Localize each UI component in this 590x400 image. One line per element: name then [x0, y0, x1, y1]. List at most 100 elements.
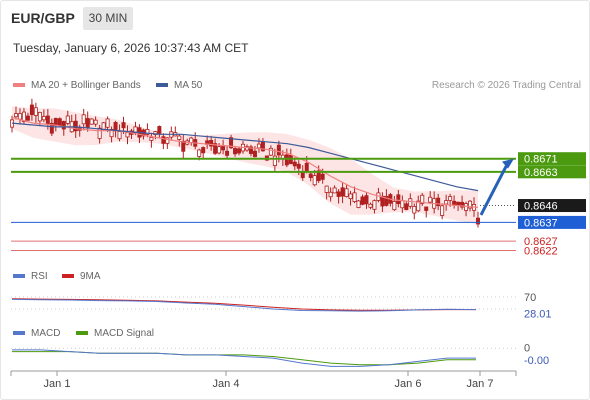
candle-body	[157, 126, 162, 134]
candle-body	[256, 143, 261, 149]
candle-body	[125, 132, 130, 138]
level-label: 0.8627	[524, 236, 558, 248]
candle-body	[177, 135, 182, 140]
candle-body	[97, 127, 102, 139]
ma20-swatch	[13, 83, 25, 88]
level-label-box	[518, 199, 586, 213]
candle-body	[424, 206, 429, 211]
candle-body	[237, 148, 242, 154]
candle-body	[17, 113, 22, 120]
candle-body	[344, 188, 349, 197]
candle-body	[197, 149, 202, 157]
candle-body	[121, 122, 126, 129]
ma20-label: MA 20 + Bollinger Bands	[31, 80, 141, 91]
candle-body	[400, 200, 405, 209]
candle-body	[436, 197, 441, 207]
candle-body	[109, 128, 114, 138]
candle-body	[320, 173, 325, 180]
candle-body	[113, 122, 118, 132]
candle-body	[396, 194, 401, 205]
candle-body	[340, 187, 345, 197]
candle-body	[153, 131, 158, 135]
candle-body	[312, 175, 317, 186]
level-label: 0.8622	[524, 246, 558, 258]
rsi-label: RSI	[31, 271, 48, 282]
legend-rsi: RSI	[13, 271, 48, 282]
legend-rsi-ma: 9MA	[62, 271, 101, 282]
projection-arrowhead	[502, 158, 514, 169]
candle-body	[244, 146, 249, 151]
level-label-box	[518, 165, 586, 179]
ma20-line	[11, 116, 479, 208]
candle-body	[45, 115, 50, 125]
timeframe-button[interactable]: 30 MIN	[83, 7, 133, 30]
macd-label: MACD	[31, 328, 61, 339]
candle-body	[41, 116, 46, 121]
candle-body	[296, 163, 301, 169]
credit-label: Research © 2026 Trading Central	[431, 80, 581, 91]
candle-body	[57, 118, 62, 126]
x-tick-label: Jan 6	[395, 378, 422, 390]
candle-body	[475, 217, 480, 225]
symbol-title: EUR/GBP	[11, 10, 75, 26]
rsi-ma-swatch	[62, 274, 74, 279]
candle-body	[324, 185, 329, 193]
level-label: 0.8637	[524, 217, 558, 229]
candle-body	[460, 201, 465, 208]
x-tick-label: Jan 7	[467, 378, 494, 390]
candle-body	[149, 137, 154, 141]
candle-body	[444, 200, 449, 205]
rsi-swatch	[13, 274, 25, 279]
candle-body	[252, 150, 257, 158]
candle-body	[25, 115, 30, 121]
candle-body	[380, 195, 385, 207]
candle-body	[117, 131, 122, 140]
candle-body	[248, 146, 253, 154]
candle-body	[217, 146, 222, 154]
candle-body	[456, 201, 461, 206]
candle-body	[93, 119, 98, 125]
candle-body	[304, 162, 309, 173]
candle-body	[420, 194, 425, 204]
candle-body	[13, 113, 18, 118]
candle-body	[105, 118, 110, 128]
candle-body	[276, 144, 281, 156]
candle-body	[364, 195, 369, 205]
candle-body	[272, 155, 277, 167]
rsi-ma-label: 9MA	[80, 271, 101, 282]
candle-body	[49, 122, 54, 134]
legend-ma50: MA 50	[156, 80, 202, 91]
candle-body	[233, 148, 238, 155]
candle-body	[352, 192, 357, 202]
x-tick-label: Jan 1	[44, 378, 71, 390]
candle-body	[284, 154, 289, 166]
candle-body	[392, 201, 397, 211]
level-label-box	[518, 152, 586, 166]
legend-macd-signal: MACD Signal	[76, 328, 154, 339]
ma50-swatch	[156, 83, 168, 88]
candle-body	[360, 196, 365, 205]
candle-body	[29, 104, 34, 116]
candle-body	[189, 137, 194, 143]
candle-body	[268, 147, 273, 156]
candle-body	[85, 118, 90, 129]
candle-body	[213, 143, 218, 154]
rsi-value-label: 28.01	[524, 309, 552, 321]
candle-body	[408, 198, 413, 207]
candle-body	[145, 129, 150, 135]
legend-macd: MACD	[13, 328, 60, 339]
candle-body	[448, 196, 453, 201]
macd-zero-label: 0	[524, 342, 530, 354]
legend-ma20: MA 20 + Bollinger Bands	[13, 80, 141, 91]
candle-body	[229, 137, 234, 149]
candle-body	[348, 193, 353, 200]
level-label: 0.8663	[524, 167, 558, 179]
candle-body	[328, 191, 333, 198]
candle-body	[260, 141, 265, 152]
candle-body	[65, 115, 70, 124]
candle-body	[33, 107, 38, 116]
macd-signal-swatch	[76, 331, 88, 336]
candle-body	[404, 203, 409, 210]
projection-arrow	[479, 163, 509, 216]
